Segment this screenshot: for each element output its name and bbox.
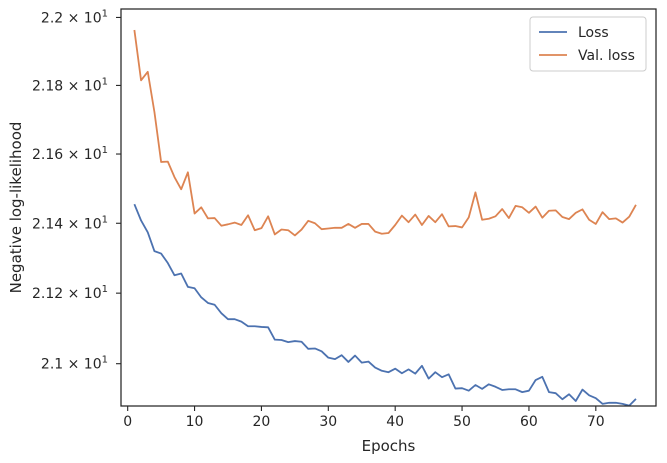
x-axis-ticks: 0 10 20 30 40 50 60 70 xyxy=(123,406,605,430)
y-axis-ticks: 2.1 × 101 2.12 × 101 2.14 × 101 2.16 × 101 2… xyxy=(32,8,121,373)
series-line-val-loss xyxy=(133,29,637,237)
y-tick-label: 2.18 × 101 xyxy=(32,76,108,94)
x-tick-label: 10 xyxy=(186,414,204,430)
x-axis-label: Epochs xyxy=(362,437,416,455)
y-tick-label: 2.1 × 101 xyxy=(41,355,108,373)
legend-box xyxy=(529,16,647,72)
x-tick-label: 40 xyxy=(386,414,404,430)
y-tick-label: 2.2 × 101 xyxy=(41,8,108,26)
x-tick-label: 30 xyxy=(319,414,337,430)
y-tick-label: 2.14 × 101 xyxy=(32,214,108,232)
plot-frame xyxy=(120,8,657,407)
legend-label: Loss xyxy=(578,25,609,41)
y-tick-label: 2.16 × 101 xyxy=(32,145,108,163)
x-tick-label: 50 xyxy=(453,414,471,430)
y-tick-label: 2.12 × 101 xyxy=(32,284,108,302)
x-tick-label: 20 xyxy=(253,414,271,430)
y-axis-label: Negative log-likelihood xyxy=(7,122,25,294)
legend-label: Val. loss xyxy=(578,48,635,64)
x-tick-label: 0 xyxy=(123,414,132,430)
series-line-loss xyxy=(133,203,637,407)
legend: Loss Val. loss xyxy=(529,16,647,72)
plot-area xyxy=(133,29,637,407)
x-tick-label: 60 xyxy=(520,414,538,430)
x-tick-label: 70 xyxy=(587,414,605,430)
